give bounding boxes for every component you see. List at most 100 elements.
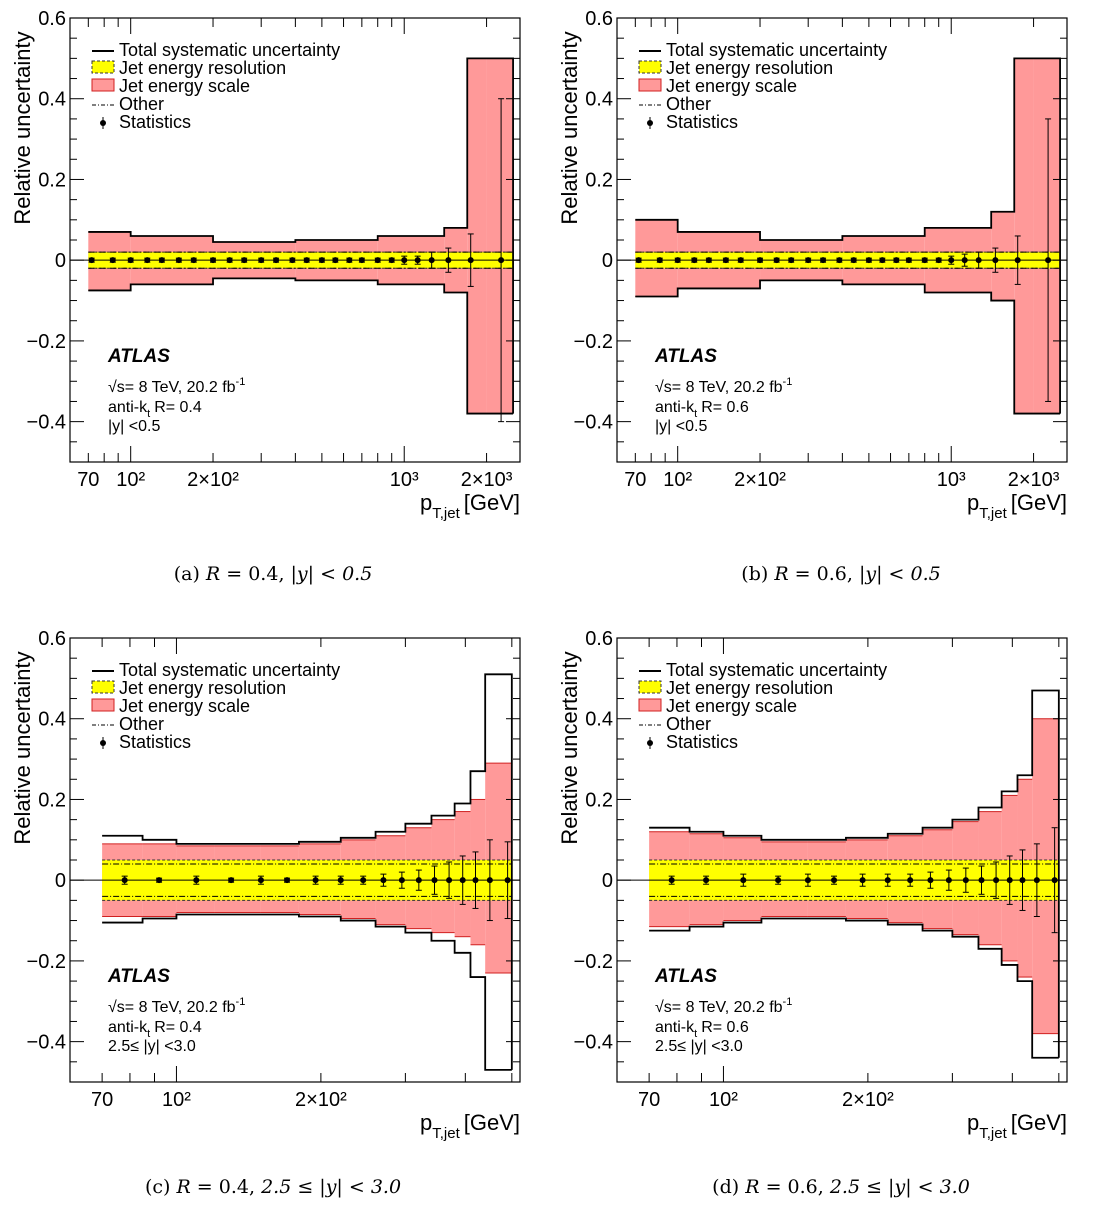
legend-stat-label: Statistics — [119, 112, 191, 132]
stat-point-14 — [1006, 855, 1013, 905]
stat-marker — [740, 877, 747, 884]
stat-marker — [804, 877, 811, 884]
total-syst-lower — [88, 277, 514, 415]
algorithm-label: anti-kt R= 0.6 — [655, 1019, 749, 1040]
atlas-label: ATLAS — [654, 966, 717, 987]
caption-c: (c) R = 0.4, 2.5 ≤ |y| < 3.0 — [144, 1176, 402, 1198]
legend-jer-label: Jet energy resolution — [119, 58, 286, 78]
total-syst-lower — [649, 917, 1059, 1059]
total-syst-upper — [102, 673, 513, 1070]
caption-a-label: (a) — [173, 563, 200, 585]
stat-point-12 — [978, 865, 985, 895]
stat-point-24 — [467, 233, 474, 287]
stat-marker — [1006, 877, 1013, 884]
algo-subscript: t — [147, 408, 150, 420]
ytick-label-4: −0.2 — [27, 951, 66, 973]
stat-marker — [374, 257, 381, 264]
caption-a-y: |y| < 0.5 — [290, 563, 373, 585]
algo-text: anti-k — [655, 1019, 695, 1036]
stat-point-4 — [804, 873, 811, 887]
legend-jes-swatch — [638, 698, 662, 712]
stat-marker — [312, 877, 319, 884]
caption-b-y: |y| < 0.5 — [858, 563, 941, 585]
xtick-label-2: 2×10² — [187, 469, 239, 491]
y-axis-label: Relative uncertainty — [557, 651, 582, 844]
stat-marker — [775, 877, 782, 884]
stat-point-9 — [927, 871, 934, 889]
ytick-label-5: −0.4 — [27, 1032, 66, 1054]
stat-point-2 — [740, 873, 747, 887]
stat-point-1 — [156, 877, 163, 884]
legend-total-label: Total systematic uncertainty — [666, 660, 887, 680]
stat-marker — [445, 257, 452, 264]
chart-panel-a: 0.6 0.4 0.2 0 −0.2 −0.4 70 10² 2×10² 10³ 2×10³ Rela… — [0, 0, 546, 548]
x-axis-label: pT,jet [GeV] — [967, 1110, 1067, 1142]
energy-lumi-label: √s= 8 TeV, 20.2 fb-1 — [108, 996, 245, 1016]
stat-marker — [398, 877, 405, 884]
energy-text: √s= 8 TeV, 20.2 fb — [655, 379, 783, 396]
stat-marker — [927, 877, 934, 884]
xtick-label-4: 2×10³ — [461, 469, 513, 491]
caption-d: (d) R = 0.6, 2.5 ≤ |y| < 3.0 — [712, 1176, 970, 1198]
stat-marker — [303, 257, 310, 264]
stat-point-8 — [907, 873, 914, 887]
ytick-label-5: −0.4 — [574, 1032, 613, 1054]
stat-point-1 — [703, 875, 710, 885]
stat-point-7 — [337, 875, 344, 885]
legend-jes-label: Jet energy scale — [666, 76, 797, 96]
caption-d-y: 2.5 ≤ |y| < 3.0 — [829, 1176, 970, 1198]
stat-point-14 — [865, 257, 872, 264]
stat-point-25 — [1045, 118, 1052, 402]
stat-marker — [879, 257, 886, 264]
x-axis-label-main: p — [420, 490, 432, 515]
stat-point-10 — [258, 257, 265, 264]
stat-point-13 — [303, 257, 310, 264]
chart-d: 0.6 0.4 0.2 0 −0.2 −0.4 70 10² 2×10² Relative unc… — [557, 628, 1068, 1142]
stat-point-21 — [414, 255, 421, 265]
radius-text: R= 0.4 — [154, 399, 202, 416]
stat-point-15 — [332, 257, 339, 264]
stat-point-11 — [273, 257, 280, 264]
stat-marker — [961, 257, 968, 264]
stat-point-10 — [805, 257, 812, 264]
stat-marker — [737, 257, 744, 264]
algo-text: anti-k — [655, 399, 695, 416]
algo-subscript: t — [694, 408, 697, 420]
stat-point-23 — [992, 247, 999, 273]
stat-marker — [193, 877, 200, 884]
stat-point-7 — [757, 257, 764, 264]
x-axis-label-main: p — [967, 490, 979, 515]
ytick-label-2: 0.2 — [585, 789, 613, 811]
xtick-label-3: 10³ — [937, 469, 966, 491]
stat-marker — [668, 877, 675, 884]
stat-marker — [831, 877, 838, 884]
legend-jer-swatch — [638, 60, 662, 74]
stat-marker — [859, 877, 866, 884]
stat-point-16 — [346, 257, 353, 264]
stat-marker — [674, 257, 681, 264]
legend-jer-swatch — [91, 60, 115, 74]
caption-a: (a) R = 0.4, |y| < 0.5 — [173, 563, 373, 585]
stat-point-18 — [374, 257, 381, 264]
ytick-label-3: 0 — [55, 250, 66, 272]
stat-marker — [472, 877, 479, 884]
stat-point-3 — [691, 257, 698, 264]
ytick-label-0: 0.6 — [585, 8, 613, 30]
energy-lumi-label: √s= 8 TeV, 20.2 fb-1 — [655, 996, 792, 1016]
stat-point-6 — [737, 257, 744, 264]
jes-bin-6 — [467, 58, 487, 414]
stat-marker — [318, 257, 325, 264]
chart-panel-d: 0.6 0.4 0.2 0 −0.2 −0.4 70 10² 2×10² Relative unc… — [547, 620, 1093, 1168]
lumi-exponent: -1 — [236, 996, 246, 1008]
legend-other-label: Other — [666, 714, 711, 734]
stat-point-25 — [498, 98, 505, 423]
legend-jes-label: Jet energy scale — [119, 696, 250, 716]
total-syst-lower — [102, 913, 512, 1071]
stat-point-12 — [289, 257, 296, 264]
stat-point-0 — [668, 875, 675, 885]
stat-marker — [190, 257, 197, 264]
stat-point-4 — [705, 257, 712, 264]
jes-bin-6 — [1014, 58, 1034, 414]
caption-b-R: 0.6 — [816, 563, 847, 585]
